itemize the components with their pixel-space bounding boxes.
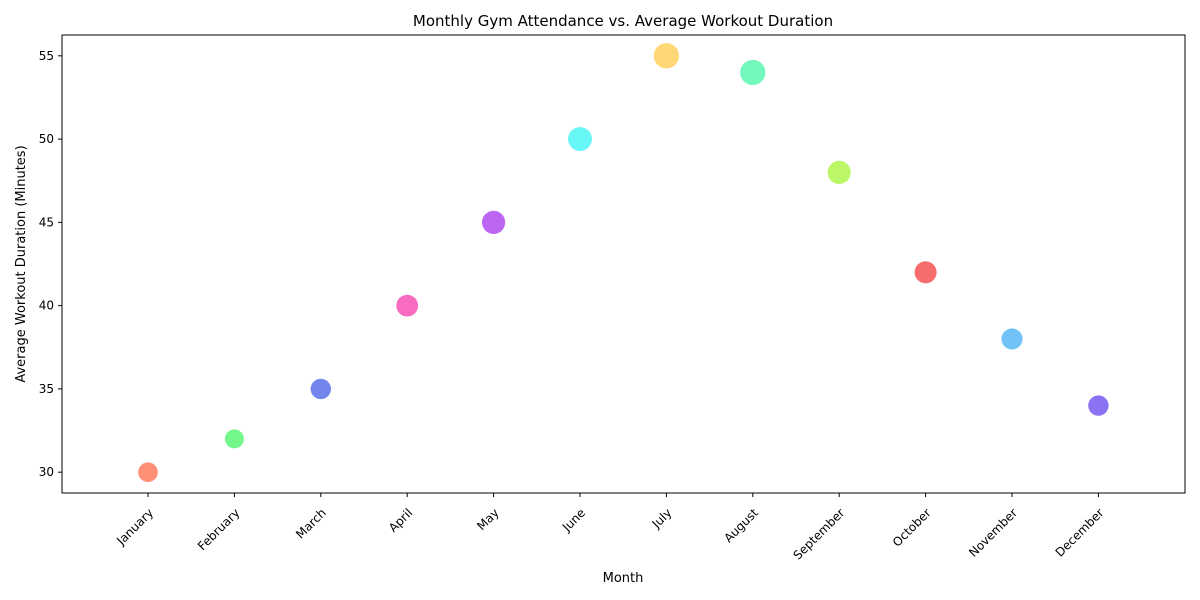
y-tick-label: 50 [39, 132, 54, 146]
x-tick-label: October [890, 506, 934, 550]
x-axis-label: Month [603, 571, 644, 586]
data-point [827, 160, 851, 184]
y-tick-label: 35 [39, 382, 54, 396]
plot-area: January February March April May June July Augu… [39, 34, 1186, 563]
y-tick-label: 55 [39, 49, 54, 63]
y-tick-label: 40 [39, 299, 54, 313]
data-point [310, 378, 331, 400]
data-point [653, 43, 680, 69]
x-tick-label: August [721, 506, 761, 546]
chart-title: Monthly Gym Attendance vs. Average Worko… [413, 12, 833, 30]
y-tick-label: 45 [39, 215, 54, 229]
x-tick-label: March [293, 506, 329, 542]
plot-frame [61, 34, 1186, 494]
y-tick-label: 30 [39, 465, 54, 479]
x-tick-label: February [195, 506, 243, 554]
x-tick-label: September [791, 506, 848, 563]
data-point [740, 59, 766, 86]
x-tick-label: July [649, 506, 675, 532]
x-tick-label: January [113, 506, 156, 549]
x-tick-label: December [1053, 506, 1107, 560]
x-tick-label: November [966, 506, 1020, 560]
data-point [914, 261, 937, 284]
data-point [1088, 395, 1109, 416]
x-tick-label: May [474, 506, 501, 533]
data-point [482, 210, 506, 234]
data-point [138, 462, 158, 483]
x-tick-label: June [559, 506, 588, 535]
y-axis-label: Average Workout Duration (Minutes) [14, 145, 29, 382]
data-point [1001, 328, 1023, 350]
data-point [568, 127, 592, 152]
x-tick-label: April [386, 506, 415, 535]
data-point [224, 429, 244, 449]
data-point [396, 294, 419, 317]
